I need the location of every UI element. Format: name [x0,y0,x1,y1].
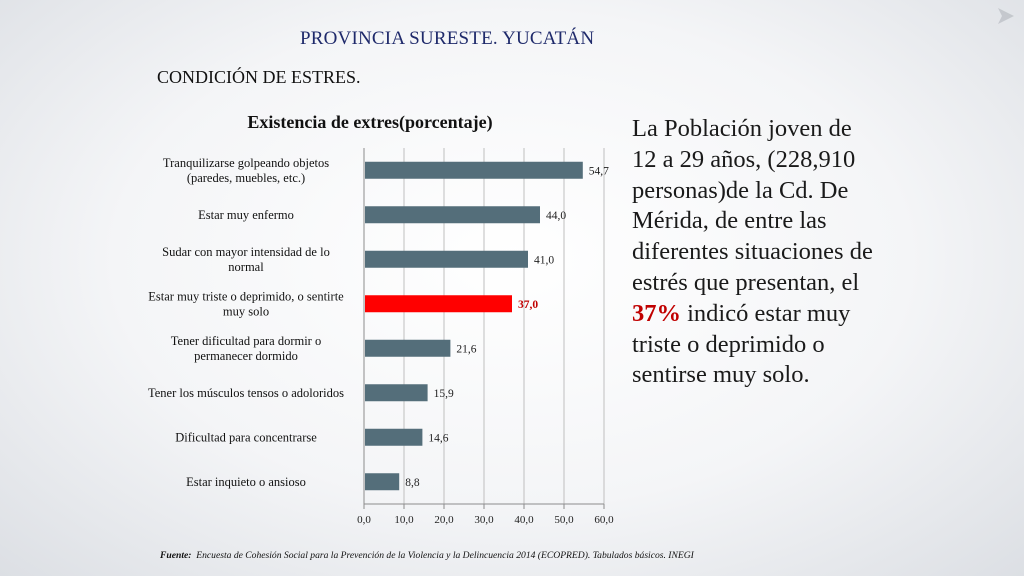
description-before: La Población joven de 12 a 29 años, (228… [632,115,873,296]
description-highlight: 37% [632,299,681,327]
data-label: 15,9 [434,388,454,400]
category-label-line: (paredes, muebles, etc.) [187,171,305,185]
bar [365,206,540,224]
slide-subtitle: CONDICIÓN DE ESTRES. [157,67,361,87]
bar [365,250,528,268]
data-label: 21,6 [456,343,476,355]
data-label: 8,8 [405,477,420,489]
category-label: Estar muy enfermo [198,208,294,222]
description-text: La Población joven de 12 a 29 años, (228… [632,114,882,391]
data-label: 41,0 [534,254,554,266]
bar [365,384,428,402]
category-label: Tranquilizarse golpeando objetos (paredes… [163,156,329,185]
data-label: 44,0 [546,210,566,222]
category-label-line: Estar inquieto o ansioso [186,475,306,489]
chart-title: Existencia de extres(porcentaje) [247,112,493,132]
category-label-line: Tener dificultad para dormir o [171,334,321,348]
category-label-line: Estar muy triste o deprimido, o sentirte [148,289,344,303]
category-label-line: normal [228,260,264,274]
category-label: Dificultad para concentrarse [175,430,317,444]
x-tick-label: 10,0 [394,514,414,526]
category-label: Estar muy triste o deprimido, o sentirte… [148,289,344,318]
category-label: Tener los músculos tensos o adoloridos [148,386,344,400]
footnote-label: Fuente: [160,550,192,561]
data-label: 14,6 [428,432,448,444]
x-tick-label: 0,0 [357,514,371,526]
x-tick-label: 30,0 [474,514,494,526]
x-tick-label: 20,0 [434,514,454,526]
corner-arrow-icon [998,8,1014,24]
category-label-line: Sudar con mayor intensidad de lo [162,245,330,259]
bar [365,428,423,446]
x-tick-label: 40,0 [514,514,534,526]
footnote-text: Encuesta de Cohesión Social para la Prev… [196,550,694,561]
category-label: Tener dificultad para dormir o permanecer… [171,334,321,363]
data-label: 37,0 [518,299,538,311]
x-tick-label: 50,0 [554,514,574,526]
category-label-line: muy solo [223,304,269,318]
category-label-line: Dificultad para concentrarse [175,430,317,444]
bar [365,161,583,179]
footnote: Fuente: Encuesta de Cohesión Social para… [160,550,694,561]
description-after: indicó estar muy triste o deprimido o se… [632,299,851,389]
category-label-line: Tranquilizarse golpeando objetos [163,156,329,170]
category-label-line: permanecer dormido [194,349,298,363]
category-label-line: Estar muy enfermo [198,208,294,222]
category-label-line: Tener los músculos tensos o adoloridos [148,386,344,400]
slide-title: PROVINCIA SURESTE. YUCATÁN [300,28,595,49]
x-tick-label: 60,0 [594,514,614,526]
bar [365,473,400,491]
category-label: Estar inquieto o ansioso [186,475,306,489]
bar [365,339,451,357]
data-label: 54,7 [589,165,609,177]
bar [365,295,512,313]
category-label: Sudar con mayor intensidad de lo normal [162,245,330,274]
